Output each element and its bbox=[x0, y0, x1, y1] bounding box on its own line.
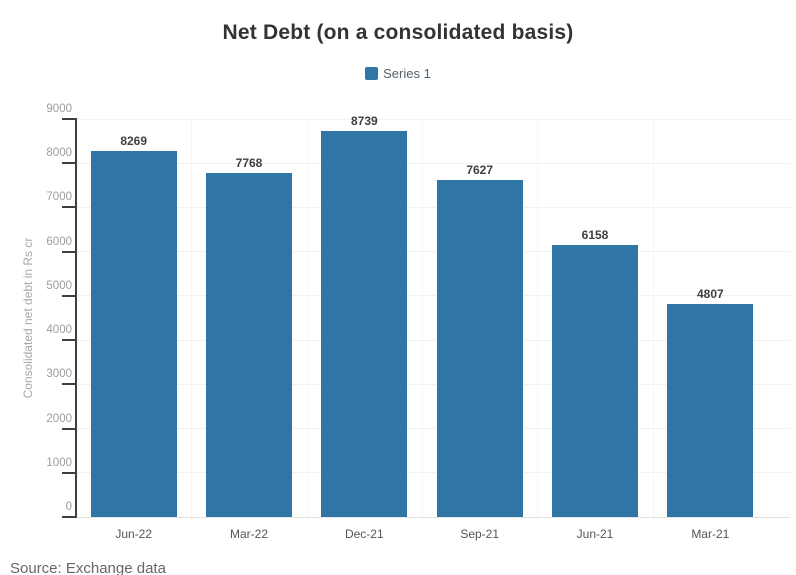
y-axis-tick bbox=[62, 162, 77, 165]
y-tick-label: 6000 bbox=[46, 235, 72, 248]
y-axis-tick bbox=[62, 471, 77, 474]
x-tick-label: Mar-22 bbox=[229, 527, 268, 541]
legend-swatch-icon bbox=[365, 67, 379, 80]
y-tick-label: 5000 bbox=[46, 279, 72, 292]
y-tick-label: 1000 bbox=[46, 456, 72, 469]
y-axis-tick bbox=[62, 206, 77, 209]
bar-value-label: 6158 bbox=[581, 227, 609, 242]
bar-value-label: 8739 bbox=[350, 113, 378, 128]
bar-value-label: 4807 bbox=[696, 287, 724, 302]
y-tick-label: 4000 bbox=[46, 324, 72, 337]
legend-label: Series 1 bbox=[383, 66, 431, 81]
gridline bbox=[76, 339, 790, 341]
x-axis-baseline bbox=[76, 517, 790, 518]
y-axis-tick bbox=[62, 383, 77, 386]
y-axis-tick bbox=[62, 339, 77, 342]
gridline bbox=[76, 162, 790, 164]
gridline bbox=[76, 428, 790, 430]
legend-item-series-1[interactable]: Series 1 bbox=[365, 66, 431, 81]
y-axis-tick bbox=[62, 516, 77, 518]
source-note: Source: Exchange data bbox=[10, 560, 166, 575]
chart-title: Net Debt (on a consolidated basis) bbox=[222, 21, 574, 44]
gridline bbox=[76, 295, 790, 297]
bar-mar-21[interactable] bbox=[667, 304, 754, 517]
category-boundary-line bbox=[306, 119, 308, 522]
y-axis-tick bbox=[62, 427, 77, 430]
category-boundary-line bbox=[191, 119, 193, 522]
y-tick-label: 2000 bbox=[46, 412, 72, 425]
y-axis-tick bbox=[62, 250, 77, 253]
gridline bbox=[76, 206, 790, 208]
x-tick-label: Dec-21 bbox=[344, 527, 384, 541]
y-tick-label: 9000 bbox=[46, 103, 72, 115]
bar-value-label: 8269 bbox=[120, 134, 148, 149]
y-axis-tick bbox=[62, 294, 77, 297]
gridline bbox=[76, 251, 790, 253]
legend: Series 1 bbox=[0, 66, 796, 81]
gridline bbox=[76, 118, 790, 120]
x-tick-label: Jun-22 bbox=[115, 527, 153, 541]
bar-dec-21[interactable] bbox=[321, 130, 408, 517]
bar-value-label: 7627 bbox=[466, 162, 494, 177]
bar-sep-21[interactable] bbox=[436, 179, 523, 517]
y-tick-label: 8000 bbox=[46, 147, 72, 160]
category-boundary-line bbox=[652, 119, 654, 522]
bar-jun-22[interactable] bbox=[90, 151, 177, 517]
category-boundary-line bbox=[422, 119, 423, 522]
y-axis-line bbox=[75, 119, 77, 518]
bar-value-label: 7768 bbox=[235, 156, 263, 171]
gridline bbox=[76, 383, 790, 385]
gridline bbox=[76, 472, 790, 474]
x-tick-label: Sep-21 bbox=[460, 527, 500, 541]
x-tick-label: Jun-21 bbox=[576, 527, 614, 541]
y-tick-label: 7000 bbox=[46, 191, 72, 204]
y-tick-label: 0 bbox=[65, 501, 72, 513]
category-boundary-line bbox=[537, 119, 539, 522]
bar-jun-21[interactable] bbox=[552, 244, 638, 517]
x-tick-label: Mar-21 bbox=[691, 527, 730, 541]
y-tick-label: 3000 bbox=[46, 368, 72, 381]
y-axis-tick bbox=[62, 118, 77, 120]
bar-mar-22[interactable] bbox=[206, 173, 292, 517]
